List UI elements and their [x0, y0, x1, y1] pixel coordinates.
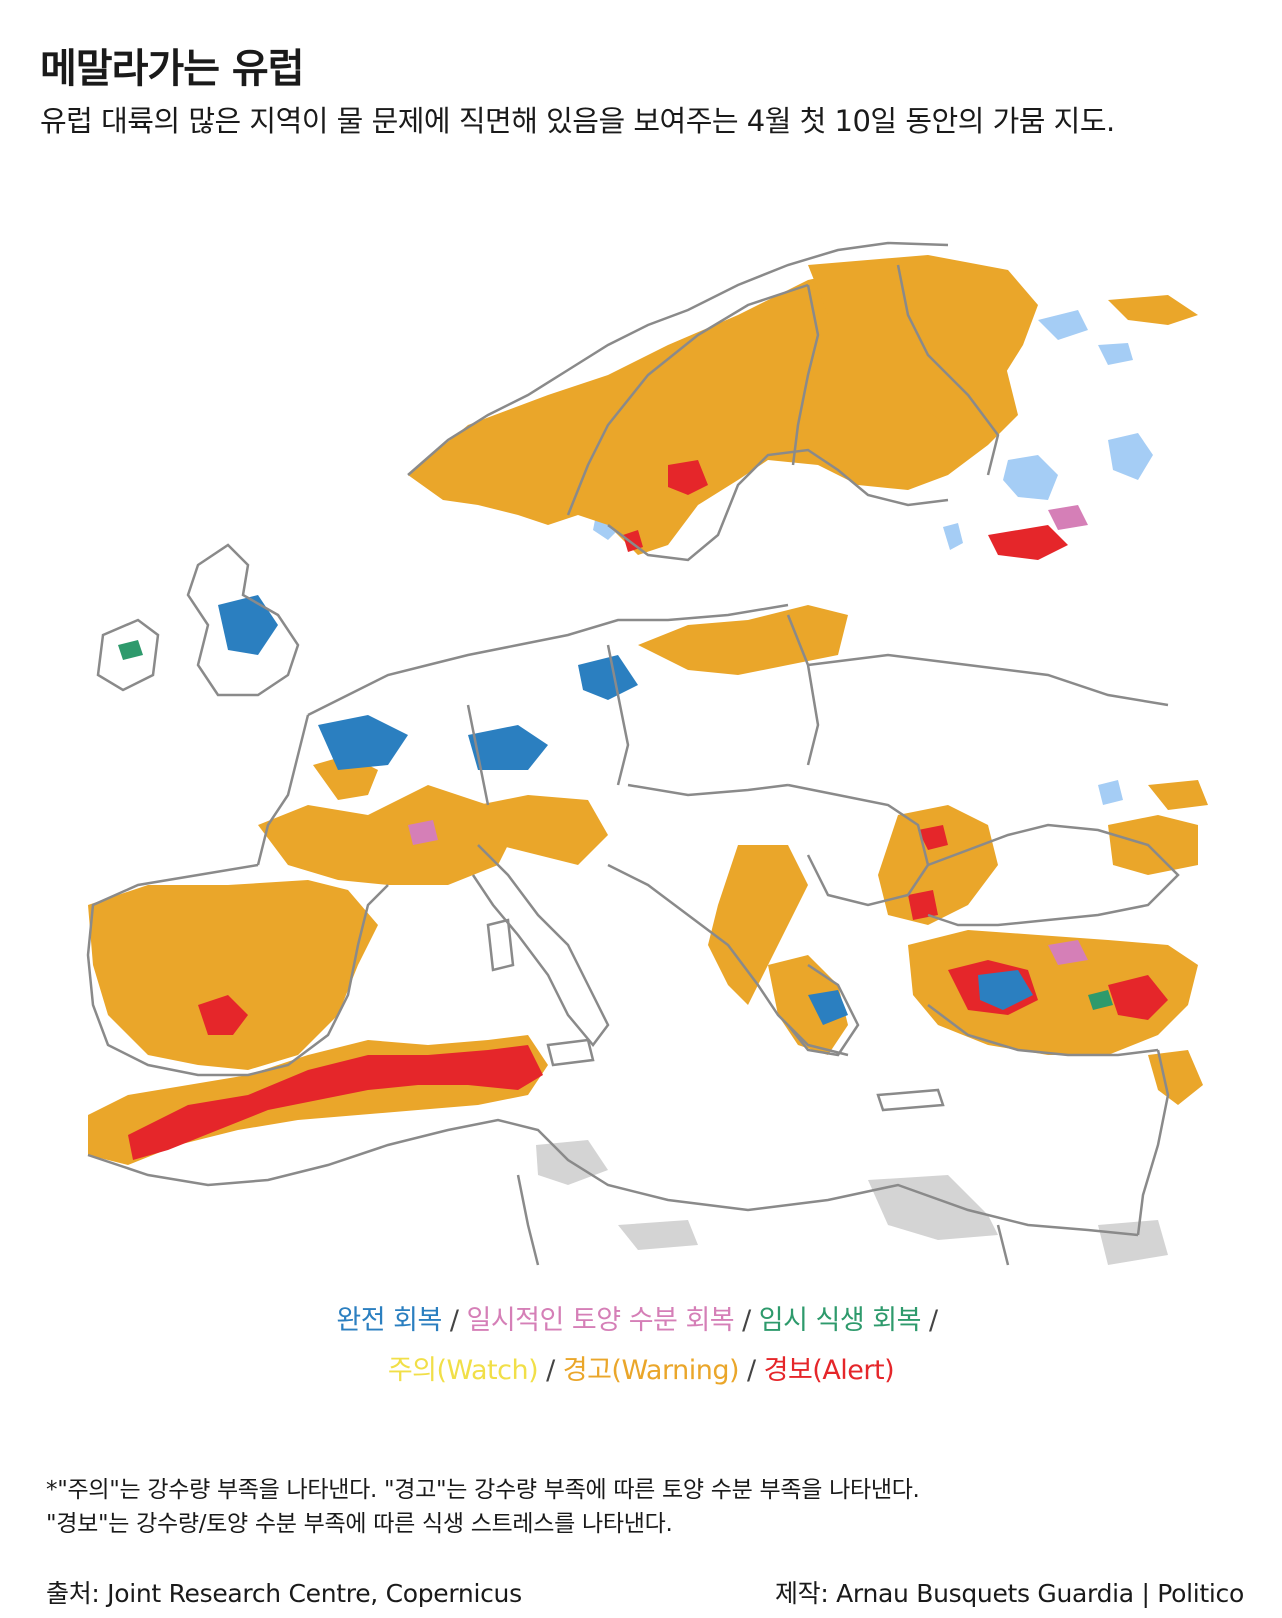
- blue-patch-france: [318, 715, 408, 770]
- page-subtitle: 유럽 대륙의 많은 지역이 물 문제에 직면해 있음을 보여주는 4월 첫 10…: [40, 104, 1115, 138]
- no-data-libya-east: [868, 1175, 998, 1240]
- coastline-uk: [186, 543, 300, 697]
- legend-separator: /: [546, 1355, 555, 1386]
- coastline-ireland: [96, 618, 160, 692]
- border-libya-egypt: [996, 1224, 1010, 1266]
- coastline-france-west: [256, 714, 310, 866]
- alert-spain: [198, 995, 248, 1035]
- lake-white-sea-a: [1038, 310, 1088, 340]
- coastline-western-europe: [307, 603, 789, 717]
- coastline-black-sea: [927, 823, 1180, 927]
- lake-white-sea-b: [1098, 343, 1133, 365]
- legend-separator: /: [747, 1355, 756, 1386]
- alert-sweden: [668, 460, 708, 495]
- warning-romania-east: [878, 805, 998, 925]
- blue-patch-turkey: [978, 970, 1033, 1010]
- source-credit: 출처: Joint Research Centre, Copernicus: [46, 1579, 522, 1608]
- warning-poland: [638, 605, 848, 675]
- border-austria-hungary: [627, 783, 789, 797]
- warning-iberia: [88, 880, 378, 1070]
- warning-levant: [1148, 1050, 1203, 1105]
- border-norway-sweden: [566, 283, 809, 516]
- coastline-turkey-south: [927, 1004, 1159, 1057]
- legend-item-warning: 경고(Warning): [562, 1355, 740, 1386]
- pink-patch-france: [408, 820, 438, 845]
- blue-patch-germany: [468, 725, 548, 770]
- border-ukraine: [807, 653, 1169, 707]
- coastline-iberia: [86, 863, 389, 1077]
- no-data-egypt: [1098, 1220, 1168, 1265]
- legend-item-vegetation-recovery: 임시 식생 회복: [758, 1305, 922, 1336]
- coastline-sicily: [546, 1038, 595, 1067]
- coastline-north-africa: [87, 1118, 1139, 1237]
- coastline-sweden-finland: [607, 448, 949, 562]
- legend-separator: /: [928, 1305, 938, 1336]
- no-data-algeria: [618, 1220, 698, 1250]
- warning-greece: [768, 955, 848, 1055]
- alert-romania: [918, 825, 948, 850]
- border-algeria-libya: [516, 1174, 540, 1266]
- warning-ukraine-south: [1148, 780, 1208, 810]
- lake-onega: [1108, 433, 1153, 480]
- warning-russia-north: [1108, 295, 1198, 325]
- drought-map: [48, 225, 1238, 1270]
- alert-baltic: [988, 525, 1068, 560]
- alert-turkey-east: [1108, 975, 1168, 1020]
- lake-ladoga: [1003, 455, 1058, 500]
- coastline-levant: [1136, 1049, 1170, 1236]
- border-finland-russia: [896, 264, 1000, 476]
- coastline-crete: [876, 1088, 945, 1112]
- legend-separator: /: [449, 1305, 459, 1336]
- europe-drought-map-svg: [86, 241, 1208, 1266]
- green-patch-turkey: [1088, 990, 1113, 1010]
- legend-item-alert: 경보(Alert): [763, 1355, 895, 1386]
- footnote-2: "경보"는 강수량/토양 수분 부족에 따른 식생 스트레스를 나타낸다.: [46, 1511, 673, 1537]
- coastline-sardinia: [486, 918, 515, 972]
- coastline-adriatic-balkans: [607, 863, 849, 1057]
- blue-patch-uk: [218, 595, 278, 655]
- green-patch-ireland: [118, 640, 143, 660]
- legend-item-soil-moisture-recovery: 일시적인 토양 수분 회복: [466, 1305, 735, 1336]
- warning-caucasus: [1108, 815, 1198, 875]
- soil-recovery-speckles: [408, 505, 1088, 965]
- warning-regions: [88, 255, 1208, 1165]
- border-france-germany: [466, 704, 490, 806]
- footnote-1: *"주의"는 강수량 부족을 나타낸다. "경고"는 강수량 부족에 따른 토양…: [46, 1477, 920, 1503]
- coastline-greece: [787, 963, 860, 1057]
- reservoir-east: [1098, 780, 1123, 805]
- pink-patch-turkey: [1048, 940, 1088, 965]
- water-bodies: [593, 310, 1153, 805]
- alert-bulgaria: [908, 890, 938, 920]
- warning-finland-north: [808, 255, 1038, 425]
- full-recovery-speckles: [218, 595, 1033, 1025]
- warning-italy-north: [478, 795, 608, 865]
- border-germany-poland: [606, 644, 630, 786]
- warning-france-south: [258, 785, 518, 885]
- border-sweden-finland: [791, 284, 820, 466]
- border-poland-east: [786, 614, 820, 766]
- warning-balkans: [708, 845, 808, 1005]
- blue-patch-greece: [808, 990, 848, 1025]
- coastline-norway: [407, 241, 949, 476]
- lake-peipus: [943, 523, 963, 550]
- legend-line-2: 주의(Watch) / 경고(Warning) / 경보(Alert): [0, 1348, 1282, 1387]
- pink-patch-russia: [1048, 505, 1088, 530]
- warning-turkey: [908, 930, 1198, 1055]
- coastline-italy: [471, 844, 610, 1048]
- alert-maghreb: [128, 1045, 543, 1160]
- legend-line-1: 완전 회복 / 일시적인 토양 수분 회복 / 임시 식생 회복 /: [0, 1298, 1282, 1337]
- legend-item-full-recovery: 완전 회복: [336, 1305, 442, 1336]
- legend-item-watch: 주의(Watch): [387, 1355, 539, 1386]
- legend-separator: /: [742, 1305, 751, 1336]
- vegetation-recovery-speckles: [118, 640, 1113, 1010]
- no-data-areas: [536, 1140, 1168, 1265]
- borders-coastlines: [86, 241, 1180, 1266]
- blue-patch-central: [578, 655, 638, 700]
- page-title: 메말라가는 유럽: [40, 46, 305, 92]
- author-credit: 제작: Arnau Busquets Guardia | Politico: [774, 1579, 1244, 1608]
